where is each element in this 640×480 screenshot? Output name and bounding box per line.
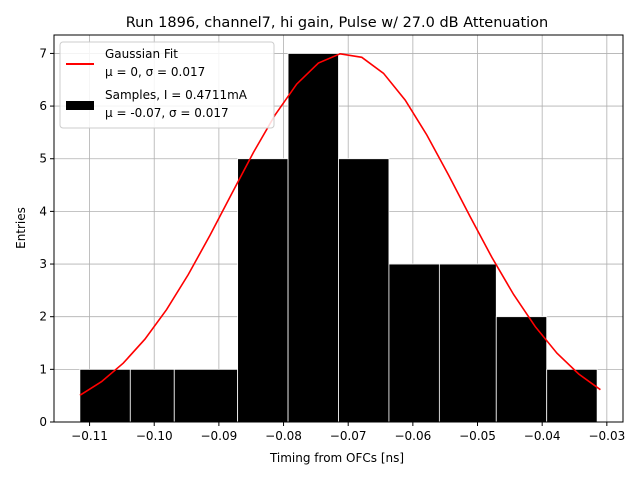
y-axis-ticks: 0 1 2 3 4 5 6 7 (39, 46, 54, 429)
x-tick-label: −0.03 (588, 429, 625, 443)
y-tick-label: 6 (39, 99, 47, 113)
histogram-bar (546, 368, 598, 423)
legend: Gaussian Fit μ = 0, σ = 0.017 Samples, I… (59, 41, 275, 129)
legend-frame (59, 41, 275, 129)
plot-frame (53, 34, 624, 423)
x-tick-label: −0.05 (459, 429, 496, 443)
x-axis-label: Timing from OFCs [ns] (269, 451, 404, 465)
gaussian-fit-line (79, 52, 601, 396)
y-axis-label: Entries (14, 207, 28, 249)
x-tick-label: −0.08 (265, 429, 302, 443)
legend-samples-name: Samples, I = 0.4711mA (105, 88, 248, 102)
legend-fit-stats: μ = 0, σ = 0.017 (105, 65, 205, 79)
y-tick-label: 0 (39, 415, 47, 429)
histogram-bar (438, 263, 497, 423)
y-tick-label: 2 (39, 310, 47, 324)
histogram-bar (388, 263, 440, 423)
chart-title: Run 1896, channel7, hi gain, Pulse w/ 27… (126, 15, 549, 31)
legend-samples-stats: μ = -0.07, σ = 0.017 (105, 106, 229, 120)
histogram-bar (287, 53, 339, 423)
legend-fit-name: Gaussian Fit (105, 47, 178, 61)
x-tick-label: −0.10 (136, 429, 173, 443)
histogram-bar (129, 368, 175, 423)
histogram-bar (338, 158, 390, 423)
histogram-bar (495, 316, 548, 423)
histogram-bars (79, 53, 598, 423)
x-tick-label: −0.07 (330, 429, 367, 443)
x-tick-label: −0.06 (394, 429, 431, 443)
histogram-bar (237, 158, 289, 423)
y-tick-label: 3 (39, 257, 47, 271)
x-tick-label: −0.09 (200, 429, 237, 443)
y-tick-label: 7 (39, 46, 47, 60)
histogram-bar (173, 368, 239, 423)
x-axis-ticks: −0.11 −0.10 −0.09 −0.08 −0.07 −0.06 −0.05 −0.04… (71, 422, 625, 443)
x-tick-label: −0.04 (524, 429, 561, 443)
histogram-bar (79, 368, 131, 423)
y-tick-label: 5 (39, 152, 47, 166)
y-tick-label: 1 (39, 362, 47, 376)
legend-samples-swatch (66, 101, 94, 110)
y-tick-label: 4 (39, 204, 47, 218)
x-tick-label: −0.11 (71, 429, 108, 443)
